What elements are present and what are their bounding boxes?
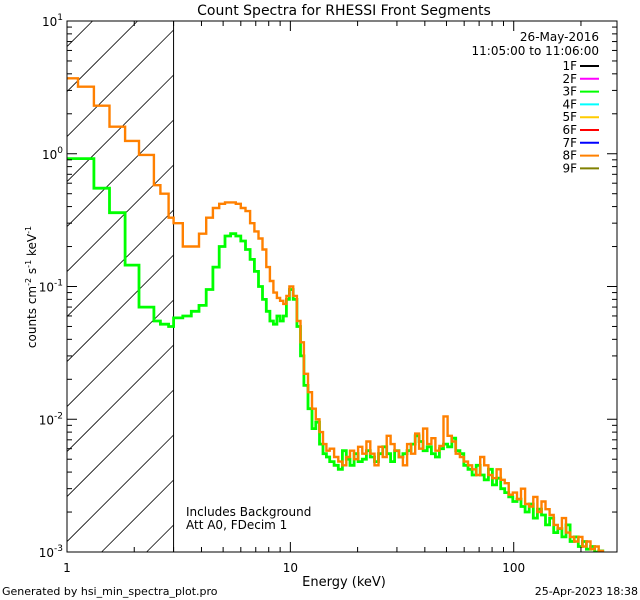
plot-frame	[66, 20, 618, 553]
footer-generated-by: Generated by hsi_min_spectra_plot.pro	[2, 585, 218, 598]
y-axis-label: counts cm-2 s-1 keV-1	[24, 226, 39, 348]
y-tick-label: 10-1	[39, 279, 63, 295]
y-tick-label: 10-3	[39, 544, 63, 560]
hatch-line	[66, 254, 174, 362]
x-tick-label: 100	[502, 561, 525, 575]
y-tick-label: 101	[42, 13, 63, 29]
x-tick-label: 1	[63, 561, 71, 575]
chart-title: Count Spectra for RHESSI Front Segments	[197, 3, 491, 19]
hatch-line	[66, 344, 174, 452]
legend-label-9F: 9F	[562, 161, 577, 175]
hatch-line	[66, 29, 174, 137]
legend-label-3F: 3F	[562, 85, 577, 99]
annotation-attenuator: Att A0, FDecim 1	[186, 518, 287, 532]
below-threshold-hatched-region	[66, 20, 175, 553]
observation-time-range: 11:05:00 to 11:06:00	[472, 44, 599, 58]
hatch-line	[66, 164, 174, 272]
y-tick-label: 10-2	[39, 411, 63, 427]
legend-label-1F: 1F	[562, 59, 577, 73]
observation-date: 26-May-2016	[520, 30, 599, 44]
hatch-line	[66, 209, 174, 317]
x-tick-label: 10	[283, 561, 298, 575]
footer-timestamp: 25-Apr-2023 18:38	[535, 585, 638, 598]
hatch-line	[66, 20, 93, 47]
y-tick-label: 100	[42, 146, 63, 162]
hatch-line	[101, 479, 174, 553]
legend-label-8F: 8F	[562, 149, 577, 163]
hatch-line	[66, 434, 174, 542]
hatch-line	[66, 389, 174, 497]
legend-label-5F: 5F	[562, 110, 577, 124]
annotation-background: Includes Background	[186, 505, 311, 519]
hatch-line	[66, 119, 174, 227]
series-8F-line	[67, 77, 615, 552]
legend-label-4F: 4F	[562, 97, 577, 111]
legend-label-6F: 6F	[562, 123, 577, 137]
x-axis-label: Energy (keV)	[302, 575, 386, 590]
legend-label-2F: 2F	[562, 72, 577, 86]
hatch-line	[66, 74, 174, 182]
series-3F-line	[67, 157, 615, 552]
hatch-line	[146, 524, 174, 553]
legend-label-7F: 7F	[562, 136, 577, 150]
hatch-line	[66, 299, 174, 407]
